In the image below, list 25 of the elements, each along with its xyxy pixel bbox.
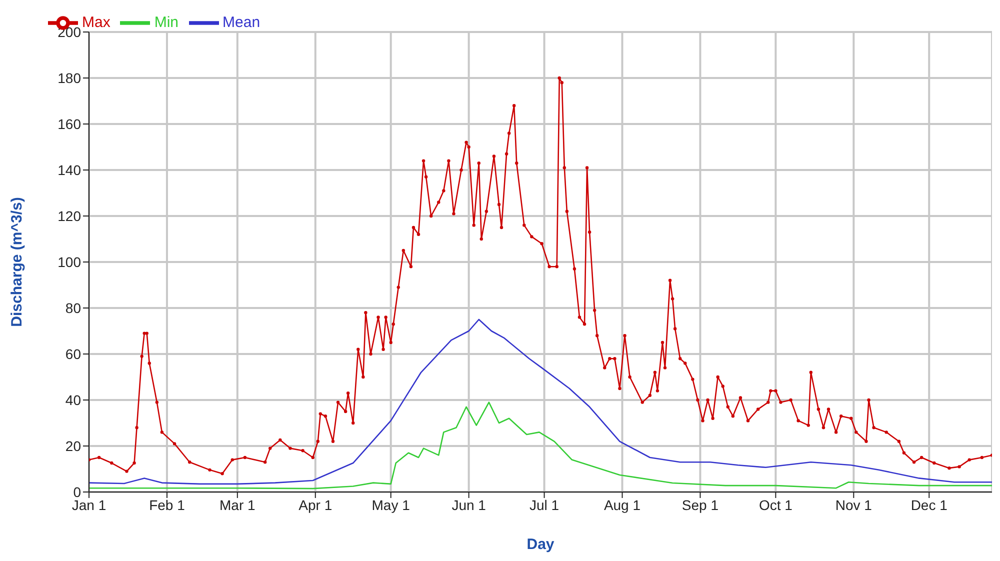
legend-label: Mean [222, 14, 260, 31]
y-tick-label: 80 [65, 300, 82, 316]
y-tick-label: 160 [58, 116, 82, 132]
x-tick-label: Apr 1 [298, 496, 332, 513]
x-axis-title: Day [526, 536, 555, 553]
legend-label: Min [154, 14, 179, 31]
y-tick-label: 100 [58, 254, 82, 270]
x-tick-label: Mar 1 [220, 496, 256, 513]
y-tick-label: 120 [58, 208, 82, 224]
x-tick-label: May 1 [372, 496, 410, 513]
y-tick-label: 20 [65, 438, 82, 454]
x-tick-label: Jul 1 [529, 496, 560, 513]
x-tick-label: Oct 1 [758, 496, 793, 513]
x-tick-label: Aug 1 [604, 496, 641, 513]
y-tick-label: 40 [65, 392, 82, 408]
x-tick-label: Nov 1 [835, 496, 872, 513]
x-tick-label: Dec 1 [910, 496, 948, 513]
legend-label: Max [82, 14, 110, 31]
y-tick-label: 180 [58, 70, 82, 86]
x-tick-label: Feb 1 [149, 496, 186, 513]
y-tick-label: 60 [65, 346, 82, 362]
x-tick-label: Jun 1 [452, 496, 486, 513]
x-tick-label: Sep 1 [682, 496, 719, 513]
y-tick-label: 140 [58, 162, 82, 178]
y-axis-title: Discharge (m^3/s) [8, 197, 26, 327]
